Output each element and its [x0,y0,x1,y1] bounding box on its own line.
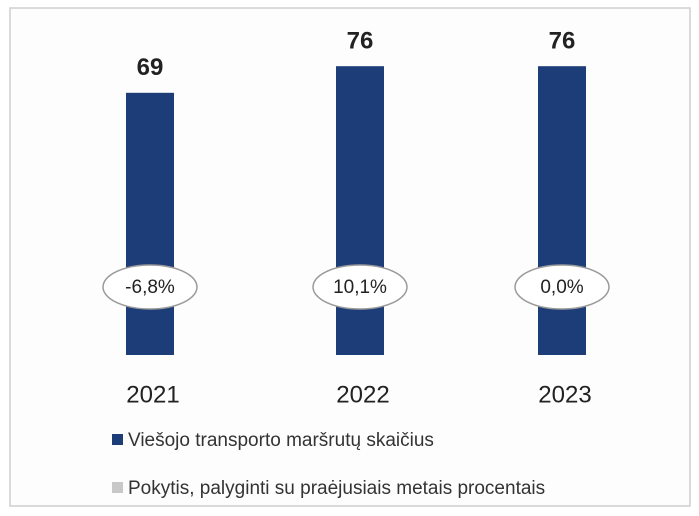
legend-swatch [112,482,123,493]
legend-label: Viešojo transporto maršrutų skaičius [128,430,434,451]
bar [126,92,174,356]
bar [336,66,384,355]
bar [538,66,586,355]
x-tick-label: 2021 [126,381,179,408]
change-label-bubble [514,264,610,310]
legend-label: Pokytis, palyginti su praėjusiais metais… [128,478,545,499]
x-tick-label: 2022 [336,381,389,408]
data-label: 76 [347,28,374,55]
change-label: 10,1% [333,277,387,298]
change-label-bubble [102,264,198,310]
change-label: 0,0% [540,277,583,298]
x-tick-label: 2023 [538,381,591,408]
data-label: 76 [549,28,576,55]
data-label: 69 [137,54,164,81]
change-label: -6,8% [125,277,175,298]
change-label-bubble [312,264,408,310]
legend-swatch [112,434,123,445]
